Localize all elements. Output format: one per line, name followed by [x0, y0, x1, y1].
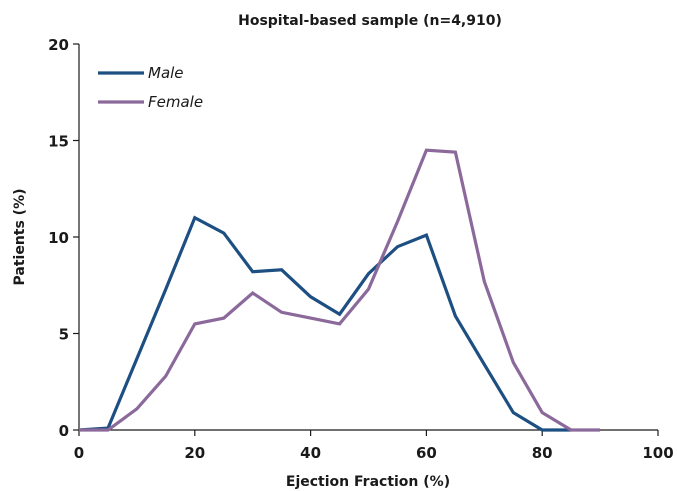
x-tick-label: 80 — [532, 444, 553, 462]
x-tick-label: 100 — [642, 444, 673, 462]
y-tick-label: 5 — [59, 326, 69, 344]
y-tick-label: 10 — [48, 229, 69, 247]
series-line-female — [79, 148, 601, 432]
y-tick-label: 0 — [59, 422, 69, 440]
x-tick-label: 0 — [74, 444, 84, 462]
series-line-male — [78, 215, 572, 432]
x-tick-label: 40 — [300, 444, 321, 462]
y-axis-title: Patients (%) — [12, 188, 28, 285]
series-lines — [78, 148, 601, 432]
ticks: 0 20 40 60 80 100 0 5 10 15 20 — [48, 36, 674, 462]
chart-title: Hospital-based sample (n=4,910) — [238, 13, 502, 29]
legend-label-male: Male — [148, 64, 184, 82]
y-tick-label: 15 — [48, 133, 69, 151]
legend-label-female: Female — [148, 93, 203, 111]
x-axis-title: Ejection Fraction (%) — [286, 474, 450, 490]
x-tick-label: 20 — [184, 444, 205, 462]
legend: Male Female — [98, 64, 203, 111]
y-tick-label: 20 — [48, 36, 69, 54]
x-tick-label: 60 — [416, 444, 437, 462]
